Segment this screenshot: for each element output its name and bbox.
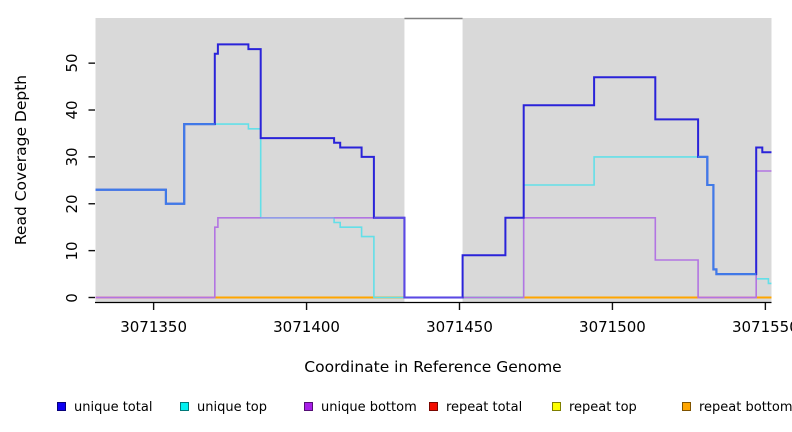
legend-swatch-repeat-top	[552, 402, 561, 411]
y-axis-title: Read Coverage Depth	[12, 74, 30, 246]
series-line-unique-bottom	[95, 170, 772, 299]
legend-label: repeat top	[569, 400, 637, 415]
x-tick-label: 3071400	[273, 318, 340, 336]
legend-swatch-unique-top	[180, 402, 189, 411]
y-tick-label: 10	[63, 241, 81, 261]
series-overlap-blend	[95, 123, 215, 205]
legend-swatch-repeat-total	[429, 402, 438, 411]
y-tick-label: 50	[63, 53, 81, 73]
series-overlap-blend	[698, 155, 757, 276]
legend-swatch-repeat-bottom	[682, 402, 691, 411]
legend-swatch-unique-bottom	[304, 402, 313, 411]
y-tick-label: 20	[63, 194, 81, 214]
coverage-gap-band	[404, 18, 463, 303]
x-axis-title: Coordinate in Reference Genome	[304, 358, 562, 376]
legend-label: repeat bottom	[699, 400, 792, 415]
series-overlap-blend	[373, 216, 463, 299]
legend-label: unique top	[197, 400, 268, 415]
y-tick-label: 30	[63, 147, 81, 167]
x-tick-label: 3071350	[120, 318, 188, 336]
legend-swatch-unique-total	[57, 402, 66, 411]
y-tick-label: 40	[63, 100, 81, 120]
legend-label: unique bottom	[321, 400, 417, 415]
legend-label: unique total	[74, 400, 153, 415]
legend-label: repeat total	[446, 400, 523, 415]
x-tick-label: 3071500	[579, 318, 646, 336]
x-tick-label: 3071450	[426, 318, 493, 336]
y-tick-label: 0	[63, 292, 81, 303]
